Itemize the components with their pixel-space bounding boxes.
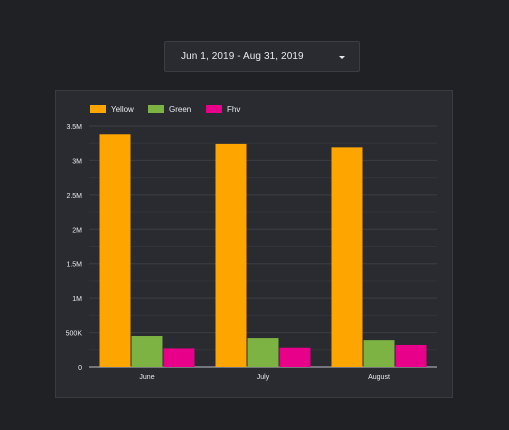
bar-yellow-august[interactable] [332, 147, 363, 367]
legend-swatch-yellow[interactable] [90, 105, 106, 113]
bar-green-august[interactable] [364, 340, 395, 367]
y-tick-label: 500K [66, 331, 83, 338]
y-tick-label: 1.5M [66, 262, 82, 269]
bar-green-june[interactable] [132, 336, 163, 367]
bar-chart: 0 500K 1M 1.5M 2M 2.5M 3M 3.5M June July August Yel… [56, 91, 454, 399]
legend-label-green[interactable]: Green [169, 105, 191, 114]
y-tick-label: 3.5M [66, 124, 82, 131]
legend-swatch-green[interactable] [148, 105, 164, 113]
caret-down-icon[interactable] [339, 56, 345, 59]
bar-fhv-august[interactable] [396, 345, 427, 367]
bar-yellow-june[interactable] [100, 134, 131, 367]
bar-fhv-july[interactable] [280, 348, 311, 367]
chart-panel: 0 500K 1M 1.5M 2M 2.5M 3M 3.5M June July August Yel… [55, 90, 453, 398]
y-tick-label: 0 [78, 365, 82, 372]
x-tick-label: June [139, 374, 154, 381]
y-tick-label: 1M [72, 296, 82, 303]
bar-green-july[interactable] [248, 338, 279, 367]
date-range-picker[interactable]: Jun 1, 2019 - Aug 31, 2019 [164, 41, 360, 72]
y-tick-label: 2M [72, 227, 82, 234]
legend-label-fhv[interactable]: Fhv [227, 105, 240, 114]
legend-label-yellow[interactable]: Yellow [111, 105, 134, 114]
bar-fhv-june[interactable] [164, 348, 195, 367]
y-tick-label: 2.5M [66, 193, 82, 200]
date-range-label: Jun 1, 2019 - Aug 31, 2019 [181, 51, 304, 62]
y-tick-label: 3M [72, 158, 82, 165]
bar-yellow-july[interactable] [216, 144, 247, 367]
x-tick-label: August [368, 374, 390, 381]
x-tick-label: July [257, 374, 270, 381]
legend-swatch-fhv[interactable] [206, 105, 222, 113]
